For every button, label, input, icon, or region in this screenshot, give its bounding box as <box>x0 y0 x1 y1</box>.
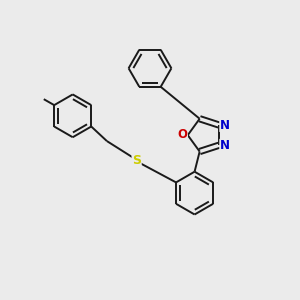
Text: N: N <box>220 118 230 131</box>
Text: S: S <box>132 154 141 167</box>
Text: O: O <box>177 128 188 141</box>
Text: N: N <box>220 140 230 152</box>
